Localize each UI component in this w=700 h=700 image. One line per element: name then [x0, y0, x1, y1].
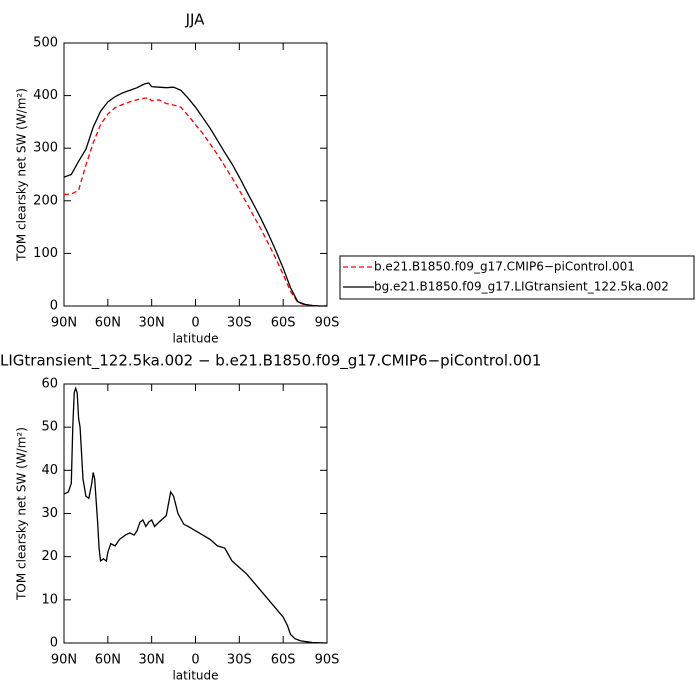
y-tick-label: 300 [33, 141, 58, 156]
y-tick-label: 0 [50, 636, 58, 651]
y-tick-label: 60 [41, 377, 58, 392]
x-tick-label: 60N [95, 316, 121, 331]
legend-box [339, 255, 695, 300]
x-tick-label: 90S [315, 653, 340, 668]
x-axis-label: latitude [172, 332, 218, 346]
x-tick-label: 90N [51, 653, 77, 668]
chart-title: JJA [185, 11, 206, 29]
y-tick-label: 200 [33, 193, 58, 208]
data-line [63, 386, 328, 644]
x-axis-label: latitude [172, 669, 218, 683]
x-tick-label: 30N [139, 316, 165, 331]
plot-frame [63, 383, 328, 644]
y-axis-label: TOM clearsky net SW (W/m²) [15, 88, 29, 262]
x-tick-label: 0 [191, 653, 199, 668]
plot-frame [63, 42, 328, 307]
x-tick-label: 30S [227, 316, 252, 331]
y-tick-label: 30 [41, 506, 58, 521]
y-tick-label: 500 [33, 36, 58, 51]
x-tick-label: 60S [271, 316, 296, 331]
data-line [63, 97, 327, 307]
y-tick-label: 400 [33, 88, 58, 103]
x-tick-label: 90N [51, 316, 77, 331]
x-tick-label: 30N [139, 653, 165, 668]
legend-label: bg.e21.B1850.f09_g17.LIGtransient_122.5k… [374, 280, 669, 294]
x-tick-label: 60N [95, 653, 121, 668]
x-tick-label: 90S [315, 316, 340, 331]
y-tick-label: 0 [50, 299, 58, 314]
y-tick-label: 10 [41, 592, 58, 607]
y-axis-label: TOM clearsky net SW (W/m²) [15, 427, 29, 601]
data-line [63, 82, 327, 307]
y-tick-label: 100 [33, 246, 58, 261]
x-tick-label: 0 [191, 316, 199, 331]
y-tick-label: 40 [41, 463, 58, 478]
legend-label: b.e21.B1850.f09_g17.CMIP6−piControl.001 [374, 260, 635, 274]
chart-title: LIGtransient_122.5ka.002 − b.e21.B1850.f… [0, 352, 541, 371]
x-tick-label: 60S [271, 653, 296, 668]
y-tick-label: 20 [41, 549, 58, 564]
y-tick-label: 50 [41, 420, 58, 435]
x-tick-label: 30S [227, 653, 252, 668]
